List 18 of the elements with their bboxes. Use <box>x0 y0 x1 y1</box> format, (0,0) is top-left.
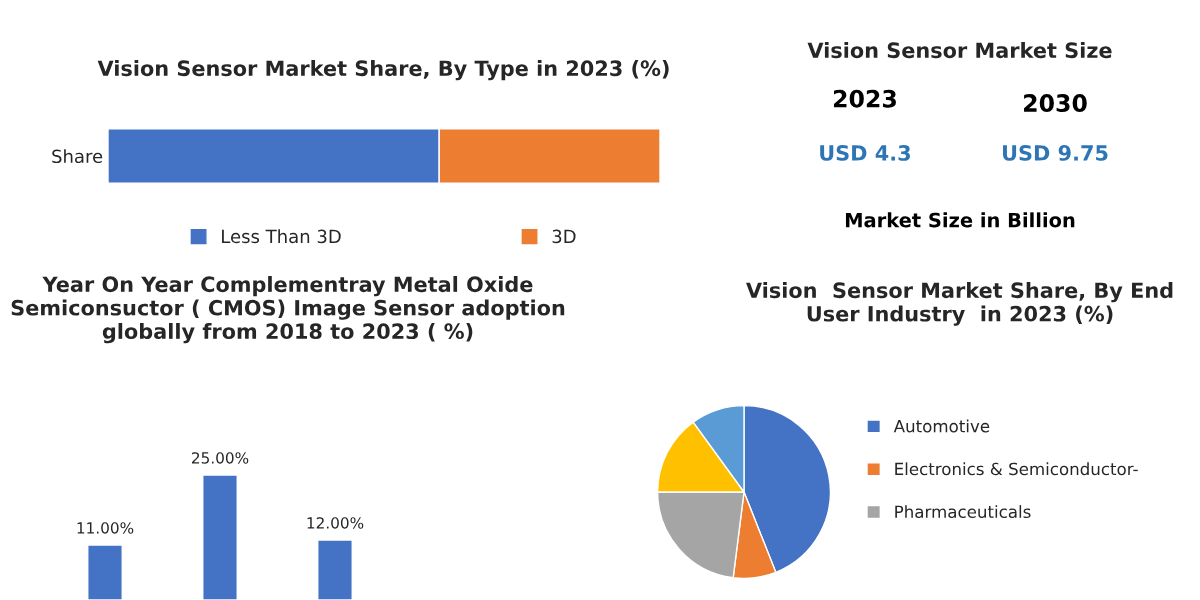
legend-label: Less Than 3D <box>222 229 341 244</box>
legend-label: 3D <box>552 229 576 244</box>
y-tick-label: Share <box>52 149 103 164</box>
text: USD 9.75 <box>1003 145 1108 161</box>
data-label: 25.00% <box>191 452 249 464</box>
chart-title: Vision Sensor Market Share, By Type in 2023 (%) <box>97 60 669 81</box>
data-label: 11.00% <box>77 522 134 534</box>
text: Market Size in Billion <box>845 212 1075 228</box>
text: USD 4.3 <box>820 145 910 161</box>
legend-label: Automotive <box>893 419 990 433</box>
text: Vision Sensor Market Size <box>807 42 1112 59</box>
text: 2023 <box>833 89 896 108</box>
data-label: 12.00% <box>307 517 364 529</box>
legend-label: Electronics & Semiconductor- <box>895 462 1138 476</box>
chart-title: Year On Year Complementray Metal Oxide Semiconsuctor ( CMOS) Image Sensor adoption globally from 2018 to 2023 ( %) <box>11 276 565 344</box>
text: 2030 <box>1024 94 1087 112</box>
chart-title: Vision Sensor Market Share, By End User Industry in 2023 (%) <box>746 282 1173 326</box>
legend-label: Pharmaceuticals <box>895 505 1031 519</box>
